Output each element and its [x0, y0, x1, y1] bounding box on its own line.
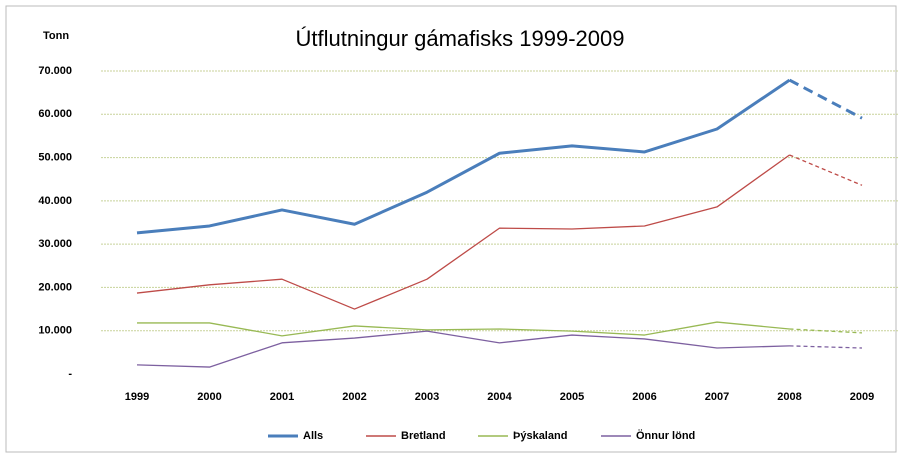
y-tick-label: 70.000	[38, 65, 72, 77]
x-tick-label: 2005	[560, 391, 584, 403]
chart-title: Útflutningur gámafisks 1999-2009	[296, 26, 625, 51]
chart-border	[5, 5, 897, 453]
y-tick-label: 30.000	[38, 238, 72, 250]
x-tick-label: 2001	[270, 391, 294, 403]
x-tick-label: 2006	[632, 391, 656, 403]
x-tick-label: 2008	[777, 391, 801, 403]
y-tick-label: 40.000	[38, 195, 72, 207]
x-tick-label: 2003	[415, 391, 439, 403]
y-axis-label: Tonn	[43, 30, 69, 42]
legend-label: Alls	[303, 430, 323, 442]
legend-label: Önnur lönd	[636, 429, 695, 442]
y-tick-label: 60.000	[38, 108, 72, 120]
series-line	[136, 154, 790, 310]
x-tick-label: 1999	[125, 391, 149, 403]
y-tick-label: 10.000	[38, 325, 72, 337]
projected-line	[789, 345, 863, 349]
series-line	[136, 330, 790, 368]
projected-line	[789, 328, 863, 334]
legend-label: Bretland	[401, 430, 446, 442]
x-tick-label: 2007	[705, 391, 729, 403]
y-tick-label: 50.000	[38, 151, 72, 163]
x-tick-label: 2002	[342, 391, 366, 403]
y-tick-label: -	[68, 368, 72, 380]
x-tick-label: 2009	[850, 391, 874, 403]
y-tick-label: 20.000	[38, 281, 72, 293]
projected-line	[788, 78, 863, 120]
legend-label: Þýskaland	[513, 430, 567, 442]
series-line	[137, 321, 790, 337]
projected-line	[789, 154, 863, 186]
x-tick-label: 2004	[487, 391, 512, 403]
x-tick-label: 2000	[197, 391, 221, 403]
series-line	[136, 78, 791, 235]
